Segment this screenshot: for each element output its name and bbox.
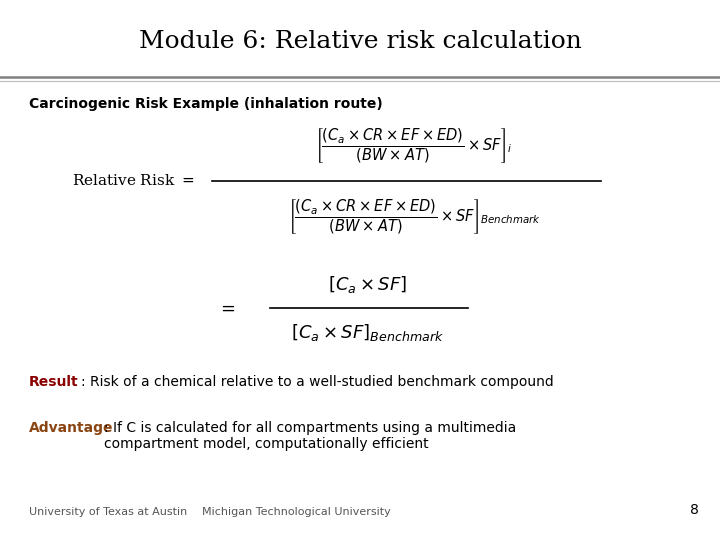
Text: Michigan Technological University: Michigan Technological University xyxy=(202,507,390,517)
Text: $\left[C_a \times SF\right]$: $\left[C_a \times SF\right]$ xyxy=(328,274,407,295)
Text: $\left[\dfrac{(C_a \times CR \times EF \times ED)}{(BW \times AT)} \times SF\rig: $\left[\dfrac{(C_a \times CR \times EF \… xyxy=(315,126,513,165)
Text: $\left[C_a \times SF\right]_{Benchmark}$: $\left[C_a \times SF\right]_{Benchmark}$ xyxy=(291,322,444,342)
Text: : If C is calculated for all compartments using a multimedia
compartment model, : : If C is calculated for all compartment… xyxy=(104,421,517,451)
Text: University of Texas at Austin: University of Texas at Austin xyxy=(29,507,187,517)
Text: Carcinogenic Risk Example (inhalation route): Carcinogenic Risk Example (inhalation ro… xyxy=(29,97,382,111)
Text: Module 6: Relative risk calculation: Module 6: Relative risk calculation xyxy=(138,30,582,53)
Text: $=$: $=$ xyxy=(217,299,236,317)
Text: : Risk of a chemical relative to a well-studied benchmark compound: : Risk of a chemical relative to a well-… xyxy=(81,375,554,389)
Text: Relative Risk $=$: Relative Risk $=$ xyxy=(72,173,194,188)
Text: 8: 8 xyxy=(690,503,698,517)
Text: Result: Result xyxy=(29,375,78,389)
Text: $\left[\dfrac{(C_a \times CR \times EF \times ED)}{(BW \times AT)} \times SF\rig: $\left[\dfrac{(C_a \times CR \times EF \… xyxy=(287,198,541,237)
Text: Advantage: Advantage xyxy=(29,421,113,435)
